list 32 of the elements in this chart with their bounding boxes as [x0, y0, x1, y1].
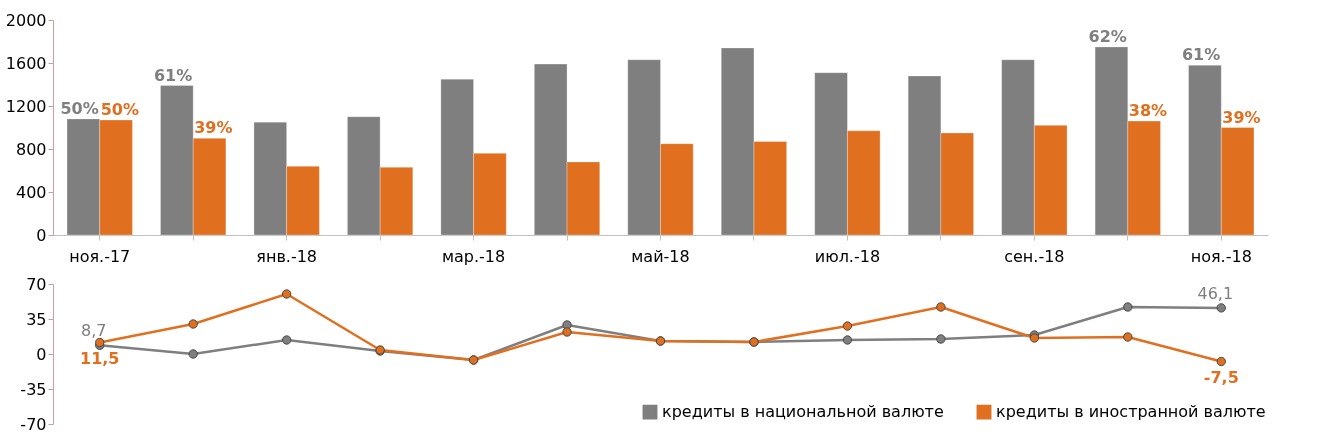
annotation: 38%: [1128, 101, 1168, 121]
annotation: 50%: [60, 98, 99, 118]
legend-label: кредиты в национальной валюте: [662, 402, 944, 422]
annotation: 61%: [1181, 45, 1221, 65]
y-tick-label: 400: [15, 182, 47, 202]
data-label: 46,1: [1197, 283, 1234, 303]
y-tick-label: -70: [20, 414, 47, 434]
x-tick-label: май-18: [631, 246, 690, 266]
data-label: 8,7: [81, 321, 107, 341]
legend-label: кредиты в иностранной валюте: [996, 402, 1266, 422]
data-label: -7,5: [1203, 367, 1239, 387]
y-tick-label: 0: [36, 225, 47, 245]
y-tick-label: -35: [20, 379, 47, 399]
y-tick-label: 1200: [5, 96, 47, 116]
y-tick-label: 2000: [5, 10, 47, 30]
y-tick-label: 800: [15, 139, 47, 159]
y-tick-label: 35: [26, 309, 47, 329]
x-tick-label: янв.-18: [256, 246, 318, 266]
annotation: 39%: [1222, 107, 1261, 127]
x-tick-label: сен.-18: [1004, 246, 1065, 266]
annotation: 62%: [1088, 26, 1127, 46]
annotation: 50%: [100, 99, 140, 119]
annotation: 61%: [153, 65, 193, 85]
x-tick-label: мар.-18: [441, 246, 506, 266]
annotation: 39%: [194, 118, 233, 138]
x-tick-label: ноя.-17: [69, 246, 131, 266]
x-tick-label: июл.-18: [814, 246, 881, 266]
y-tick-label: 1600: [5, 53, 47, 73]
data-label: 11,5: [79, 348, 120, 368]
y-tick-label: 0: [36, 344, 47, 364]
y-tick-label: 70: [26, 274, 47, 294]
x-tick-label: ноя.-18: [1190, 246, 1252, 266]
